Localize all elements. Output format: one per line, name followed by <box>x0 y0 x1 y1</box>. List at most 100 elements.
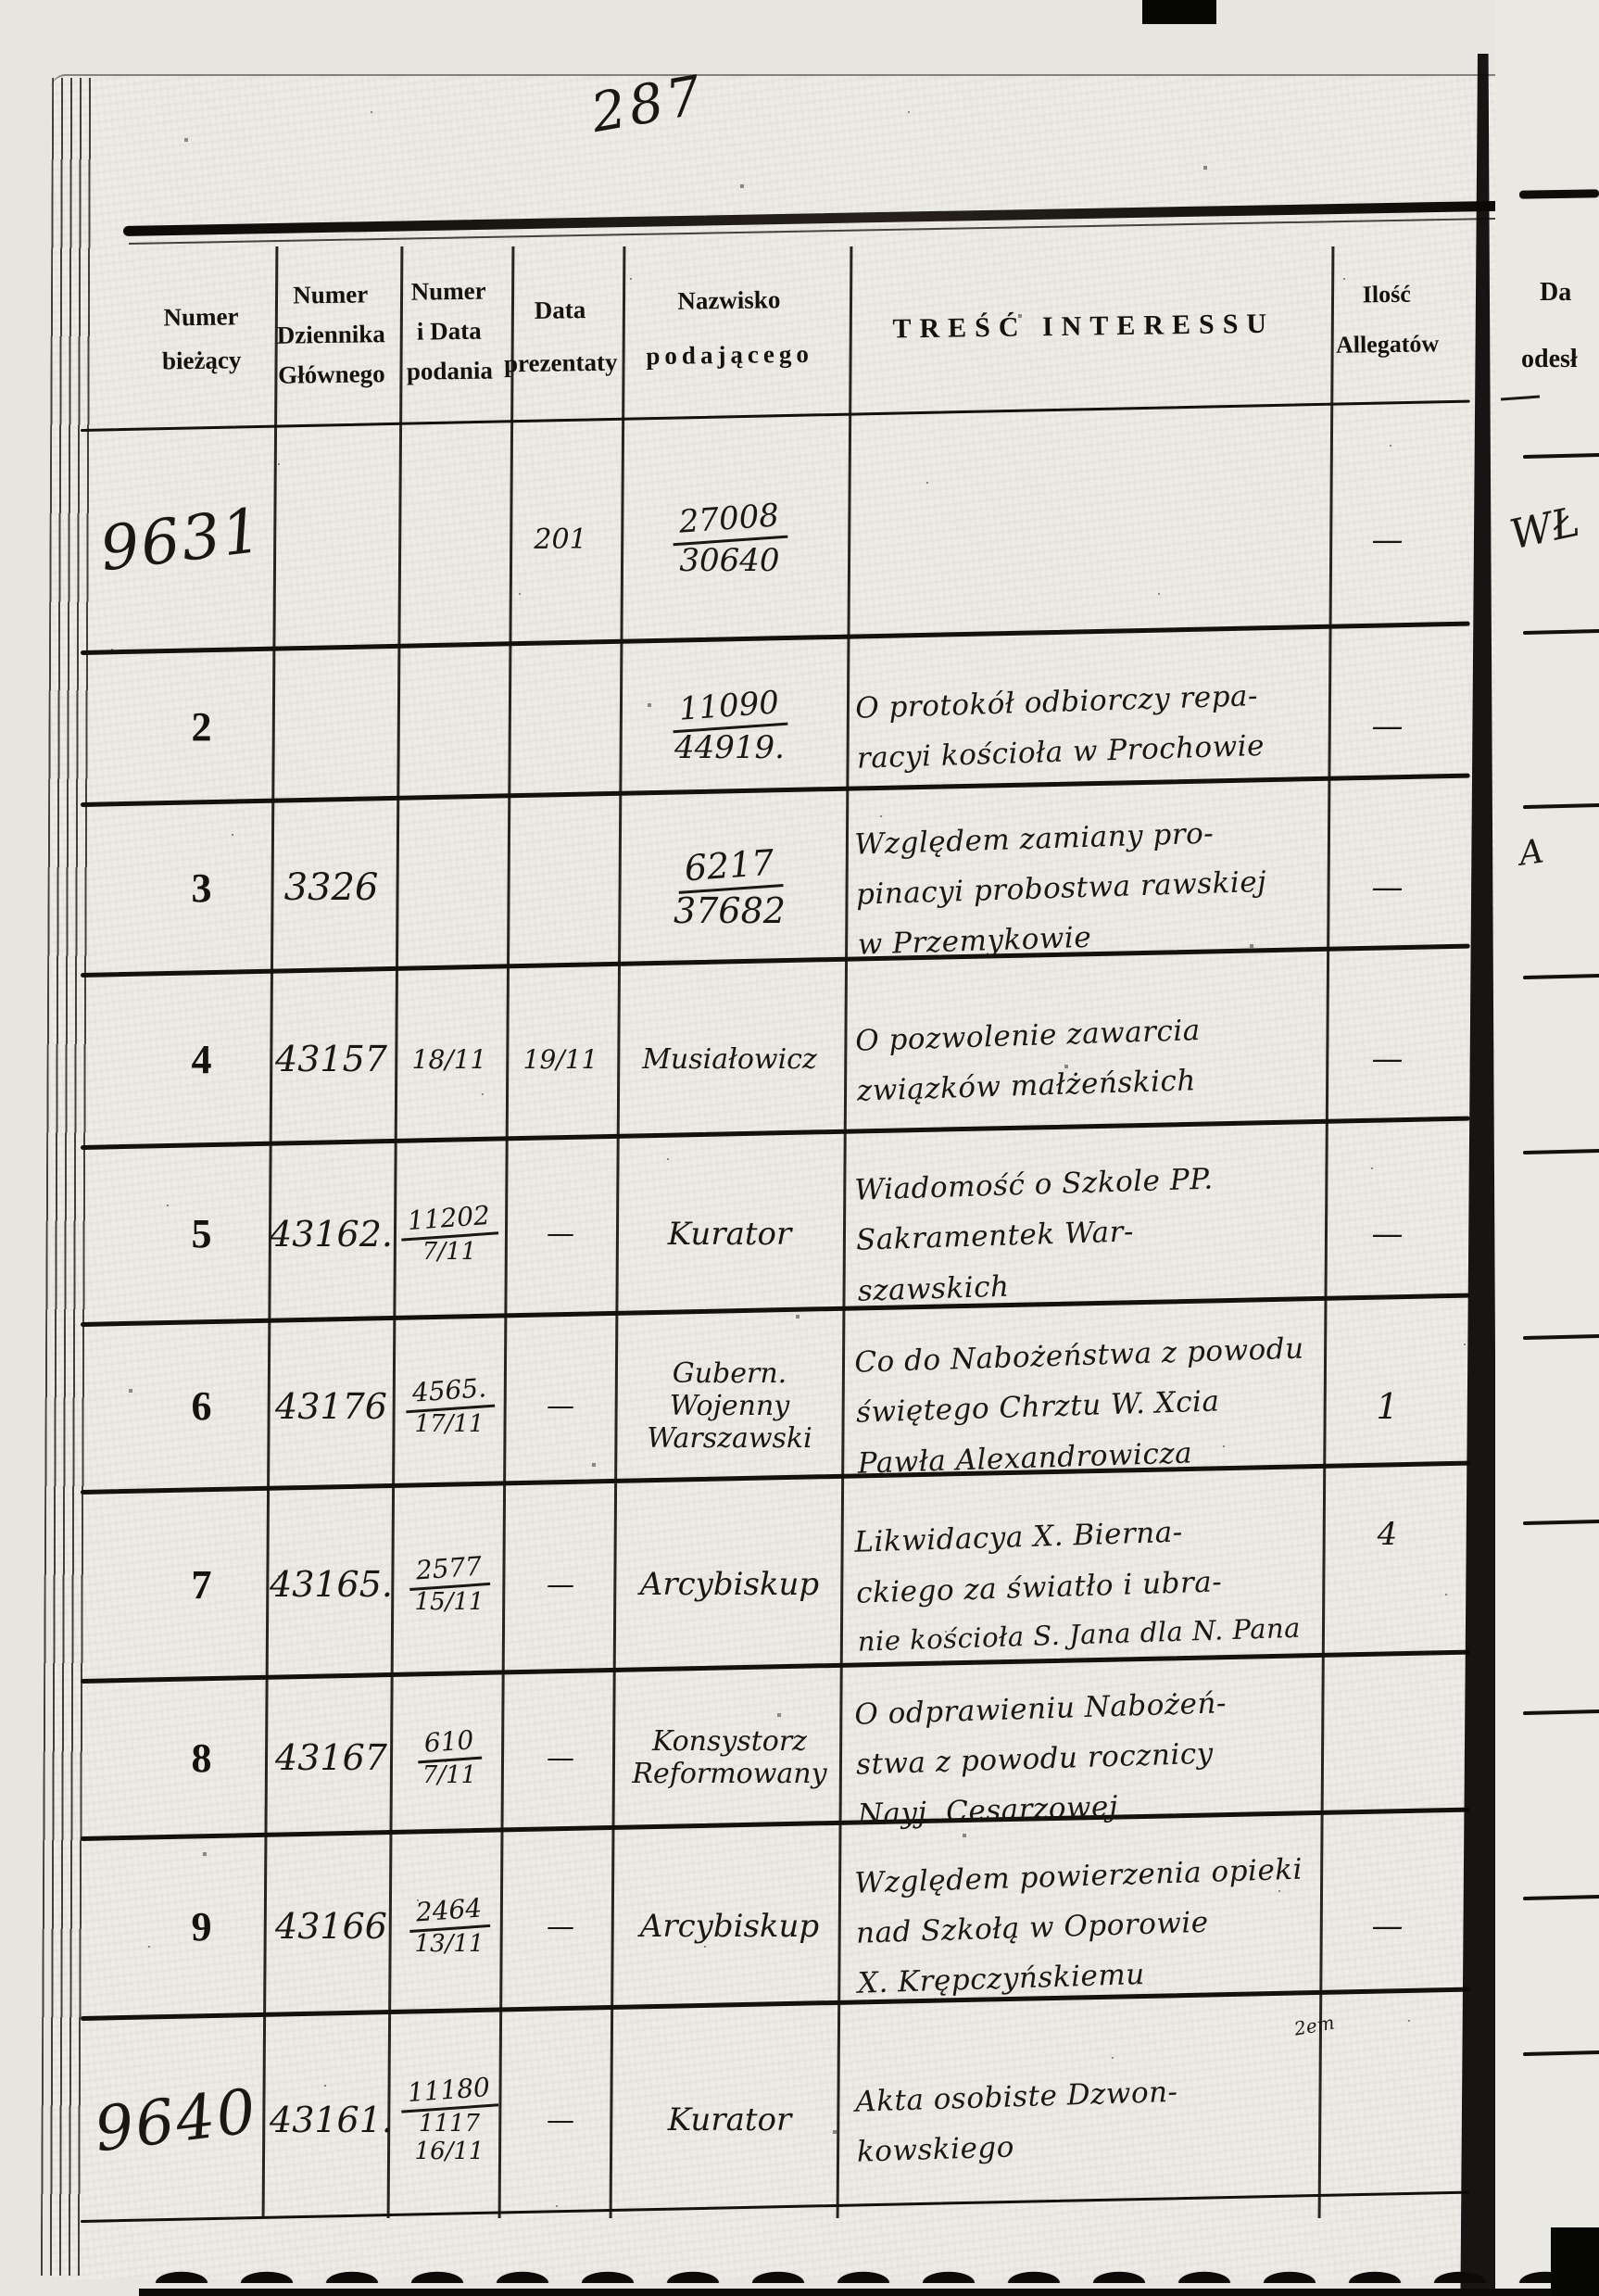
right-header-data: Da <box>1540 278 1572 307</box>
numer-biezacy-value: 2 <box>191 703 212 750</box>
tresc-line: Nayj. Cesarzowej <box>857 1790 1119 1832</box>
tresc-line: Wiadomość o Szkole PP. <box>853 1162 1215 1207</box>
numer-podania-line: 13/11 <box>414 1930 485 1958</box>
header-line: i Data <box>416 316 482 346</box>
cell-data-prezentaty: — <box>505 1679 616 1836</box>
cell-tresc: Względem powierzenia opieki nad Szkołą w… <box>840 1829 1328 2024</box>
cell-dziennik-glowny: 43161. <box>269 2016 394 2224</box>
cell-nazwisko: Arcybiskup <box>616 1836 843 2016</box>
data-prezentaty-value: — <box>547 1390 574 1422</box>
numer-podania-line: 17/11 <box>414 1409 485 1438</box>
cell-ilosc: — <box>1325 802 1450 973</box>
numer-biezacy-value: 5 <box>191 1211 212 1256</box>
cell-nazwisko: Musiałowicz <box>616 973 843 1145</box>
cell-nazwisko: Arcybiskup <box>616 1490 843 1679</box>
header-nazwisko: Nazwisko podającego <box>615 284 843 371</box>
cell-ilosc: — <box>1325 429 1450 650</box>
numer-podania-line: 2577 <box>408 1550 491 1591</box>
data-prezentaty-value: 201 <box>534 524 587 556</box>
numer-podania-line: 16/11 <box>414 2138 485 2165</box>
handwritten-flourish: WŁ <box>1505 498 1584 560</box>
right-row-divider <box>1522 1709 1599 1716</box>
tresc-line: Sakramentek War- <box>855 1215 1135 1258</box>
right-row-divider <box>1522 1333 1599 1341</box>
cell-data-prezentaty: 19/11 <box>505 973 616 1145</box>
header-ilosc-allegatow: Ilość Allegatów <box>1324 280 1450 360</box>
numer-podania-line: 7/11 <box>422 1761 477 1789</box>
header-dziennik-glowny: Numer Dziennika Głównego <box>268 280 395 390</box>
dziennik-value: 3326 <box>283 866 379 909</box>
cell-nazwisko: Kurator <box>616 1145 843 1322</box>
tresc-line: stwa z powodu rocznicy <box>855 1736 1215 1782</box>
data-prezentaty-value: — <box>547 1217 574 1250</box>
cell-numer-podania: 2577 15/11 <box>394 1490 505 1679</box>
cell-nazwisko: 27008 30640 <box>616 429 843 650</box>
cell-tresc: O pozwolenie zawarcia związków małżeński… <box>840 965 1328 1153</box>
table-row: 5 43162. 11202 7/11 — Kurator Wiadomość … <box>134 1145 1450 1322</box>
header-tresc-interessu: TREŚĆ INTERESSU <box>843 308 1325 346</box>
cell-tresc: Likwidacya X. Bierna- ckiego za światło … <box>840 1482 1328 1686</box>
nazwisko-line: Gubern. Wojenny <box>669 1357 790 1422</box>
dziennik-value: 43161. <box>270 2100 393 2140</box>
cell-numer-biezacy: 9 <box>134 1836 269 2016</box>
cell-nazwisko: 11090 44919. <box>616 650 843 802</box>
cell-ilosc <box>1325 2016 1450 2224</box>
right-row-divider <box>1522 452 1599 460</box>
cell-ilosc <box>1325 1679 1450 1836</box>
cell-data-prezentaty: — <box>505 2016 616 2224</box>
header-numer-biezacy: Numer bieżący <box>133 302 269 376</box>
header-line: Numer <box>410 276 486 306</box>
header-line: prezentaty <box>503 347 618 378</box>
tresc-line: Względem powierzenia opieki <box>853 1852 1303 1900</box>
cell-numer-biezacy: 6 <box>134 1322 269 1490</box>
data-prezentaty-value: 19/11 <box>523 1043 598 1075</box>
tresc-line: Pawła Alexandrowicza <box>857 1435 1193 1481</box>
cell-numer-podania: 4565. 17/11 <box>394 1322 505 1490</box>
cell-dziennik-glowny: 3326 <box>269 802 394 973</box>
tresc-line: nad Szkołą w Oporowie <box>855 1905 1210 1950</box>
ilosc-value: — <box>1371 1041 1404 1078</box>
cell-tresc: Akta osobiste Dzwon- kowskiego 2em <box>840 2009 1337 2231</box>
data-prezentaty-value: — <box>547 1741 574 1774</box>
dziennik-value: 43166 <box>275 1906 387 1947</box>
page-bottom-edge <box>139 2246 1570 2296</box>
table-row: 3 3326 6217 37682 Względem zamiany pro- … <box>134 802 1450 973</box>
right-page-partial: Da odesł WŁ A <box>1495 0 1599 2296</box>
table-row: 9631 201 27008 30640 — <box>95 429 1450 650</box>
cell-numer-podania: 11202 7/11 <box>394 1145 505 1322</box>
cell-nazwisko: Gubern. Wojenny Warszawski <box>616 1322 843 1490</box>
numer-biezacy-value: 4 <box>191 1036 212 1082</box>
dziennik-value: 43165. <box>270 1564 393 1605</box>
table-row: 7 43165. 2577 15/11 — Arcybiskup Likwida… <box>134 1490 1450 1679</box>
cell-ilosc: — <box>1325 1145 1450 1322</box>
cell-numer-biezacy: 9640 <box>90 2016 269 2224</box>
dziennik-value: 43157 <box>275 1039 387 1079</box>
table-row: 2 11090 44919. O protokół odbiorczy repa… <box>134 650 1450 802</box>
cell-numer-podania: 11180 1117 16/11 <box>394 2016 505 2224</box>
numer-podania-line: 2464 <box>408 1892 491 1933</box>
header-line: Głównego <box>277 360 385 389</box>
data-prezentaty-value: — <box>547 2103 574 2137</box>
number-upper: 11090 <box>670 683 788 733</box>
table-row: 9 43166 2464 13/11 — Arcybiskup Względem… <box>134 1836 1450 2016</box>
header-line: podającego <box>646 339 814 371</box>
cell-numer-biezacy: 7 <box>134 1490 269 1679</box>
right-row-divider <box>1522 2050 1599 2057</box>
table-row: 6 43176 4565. 17/11 — Gubern. Wojenny Wa… <box>134 1322 1450 1490</box>
ilosc-value: — <box>1371 1908 1404 1945</box>
right-row-divider <box>1522 1519 1599 1526</box>
data-prezentaty-value: — <box>547 1910 574 1943</box>
numer-biezacy-value: 8 <box>191 1735 212 1781</box>
right-row-divider <box>1522 1148 1599 1155</box>
ilosc-value: 4 <box>1377 1516 1398 1553</box>
numer-podania-line: 18/11 <box>411 1043 487 1075</box>
cell-numer-podania: 18/11 <box>394 973 505 1145</box>
tresc-line: Co do Nabożeństwa z powodu <box>853 1331 1305 1380</box>
nazwisko-line: Arcybiskup <box>639 1908 820 1945</box>
table-row: 8 43167 610 7/11 — Konsystorz Reformowan… <box>134 1679 1450 1836</box>
cell-data-prezentaty: 201 <box>505 429 616 650</box>
tresc-line: Akta osobiste Dzwon- <box>854 2075 1179 2119</box>
right-header-odeslania: odesł <box>1521 345 1578 373</box>
tresc-line: szawskich <box>857 1269 1011 1308</box>
